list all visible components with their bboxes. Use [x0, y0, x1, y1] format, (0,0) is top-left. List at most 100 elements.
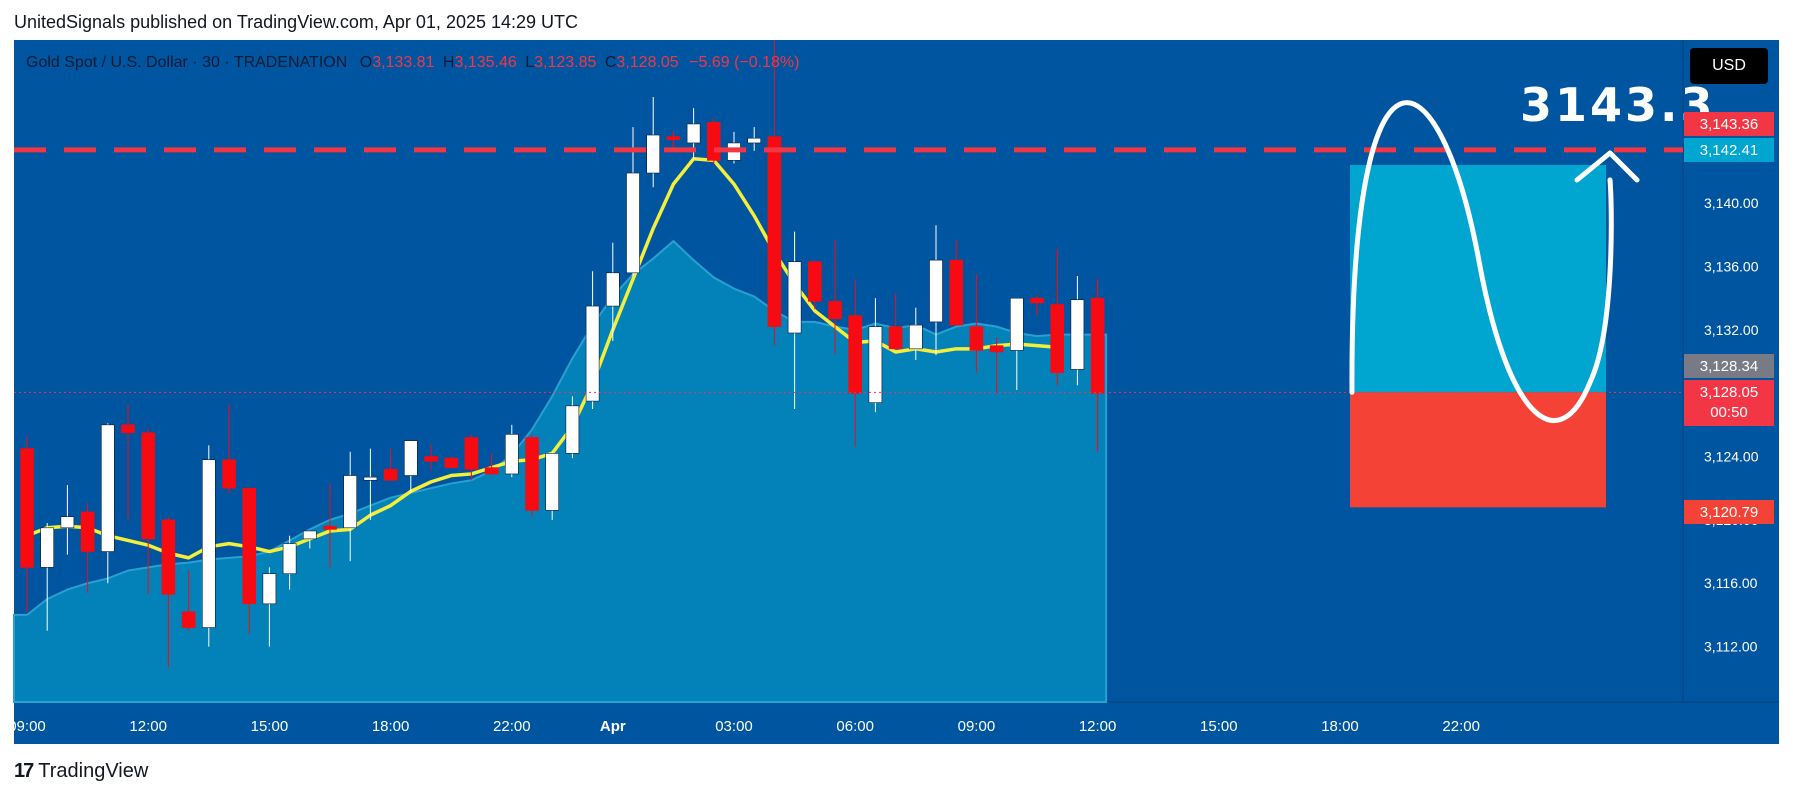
time-axis[interactable]: 09:00 12:00 15:00 18:00 22:00 Apr 03:00 06:00 09…	[8, 718, 1480, 735]
candle-body	[848, 315, 863, 394]
candle	[605, 242, 620, 341]
price-tick-label: 3,140.00	[1704, 195, 1759, 211]
candle-body	[787, 261, 802, 334]
candle	[444, 456, 459, 468]
candle-body	[363, 476, 378, 481]
stop-price-tag: 3,120.79	[1684, 500, 1774, 524]
candle-body	[323, 525, 337, 530]
candle	[20, 435, 34, 612]
candle-body	[969, 326, 984, 351]
price-tick-label: 3,124.00	[1704, 449, 1759, 465]
candle	[1030, 294, 1044, 316]
candle	[464, 434, 479, 481]
candle	[504, 424, 519, 478]
candle	[545, 451, 560, 520]
candle	[666, 131, 681, 148]
candle-body	[989, 345, 1004, 353]
open-value: 3,133.81	[372, 54, 435, 71]
projection-curve	[1349, 100, 1614, 423]
candle-body	[868, 326, 883, 403]
candle-body	[484, 467, 499, 475]
candle	[787, 231, 802, 410]
candle-body	[929, 259, 943, 323]
prev-close-tag: 3,128.34	[1684, 354, 1774, 378]
time-tick-label: 22:00	[493, 718, 531, 735]
time-tick-label: 18:00	[372, 718, 410, 735]
candle	[1050, 249, 1064, 386]
target-zone-box	[1350, 164, 1606, 393]
last-price-tag: 3,128.05 00:50	[1684, 380, 1774, 426]
tradingview-logo-icon: 17	[14, 760, 34, 782]
candle	[848, 279, 863, 448]
time-tick-label: 18:00	[1321, 718, 1359, 735]
candle-body	[626, 172, 640, 274]
candle	[686, 108, 701, 161]
candle-body	[1050, 304, 1064, 373]
candle	[302, 530, 317, 549]
candle-body	[565, 405, 580, 454]
candle-body	[504, 434, 519, 475]
candle-body	[444, 457, 459, 468]
candle	[989, 337, 1004, 394]
bar-countdown: 00:50	[1710, 404, 1748, 421]
price-tick-label: 3,132.00	[1704, 322, 1759, 338]
candle-body	[403, 440, 418, 476]
time-tick-label: 03:00	[715, 718, 753, 735]
candle	[868, 298, 883, 413]
projection-arrow-icon	[1574, 150, 1640, 183]
candle	[40, 523, 55, 631]
candle	[585, 271, 600, 410]
target-annotation: 3143.3	[1520, 78, 1716, 132]
candle-body	[605, 272, 620, 307]
candle	[949, 239, 964, 326]
candle-body	[807, 261, 822, 302]
candle-body	[706, 122, 721, 161]
time-tick-label: 15:00	[251, 718, 289, 735]
low-label: L	[525, 54, 535, 71]
candle	[908, 307, 923, 360]
candles	[20, 40, 1105, 668]
high-label: H	[442, 54, 455, 71]
candle-body	[60, 516, 75, 529]
time-tick-label: 12:00	[1079, 718, 1117, 735]
candle	[121, 404, 135, 520]
candle-body	[686, 123, 701, 144]
footer-brand: 17 TradingView	[14, 760, 148, 783]
candle	[161, 516, 176, 668]
candle	[888, 293, 903, 350]
candle-body	[141, 432, 155, 540]
candle-body	[1070, 299, 1085, 370]
candle-body	[242, 487, 256, 605]
candle	[202, 445, 216, 647]
candle	[262, 567, 277, 647]
candle-body	[121, 424, 135, 434]
currency-button[interactable]: USD	[1690, 48, 1768, 84]
candle	[80, 502, 95, 593]
high-value: 3,135.46	[454, 54, 517, 71]
time-tick-label: 15:00	[1200, 718, 1238, 735]
candle	[343, 451, 358, 562]
candle-body	[262, 573, 277, 605]
symbol-title[interactable]: Gold Spot / U.S. Dollar · 30 · TRADENATI…	[26, 54, 348, 71]
candle-body	[949, 259, 964, 326]
publisher-caption: UnitedSignals published on TradingView.c…	[14, 12, 579, 32]
time-tick-label: 22:00	[1442, 718, 1480, 735]
candle	[424, 443, 438, 471]
candle	[282, 535, 297, 590]
candle	[141, 428, 155, 595]
time-tick-label: 06:00	[836, 718, 874, 735]
candle-body	[80, 511, 95, 552]
candle-body	[202, 459, 216, 628]
candle-body	[545, 453, 560, 511]
candle-body	[424, 456, 438, 462]
candle	[323, 483, 337, 568]
candle	[363, 448, 378, 520]
drawing-overlays	[14, 100, 1683, 423]
candle	[929, 225, 943, 356]
candle-body	[666, 136, 681, 141]
time-tick-label: 12:00	[129, 718, 167, 735]
candle	[1070, 275, 1085, 386]
candle	[1009, 297, 1024, 391]
candle-body	[828, 301, 842, 320]
